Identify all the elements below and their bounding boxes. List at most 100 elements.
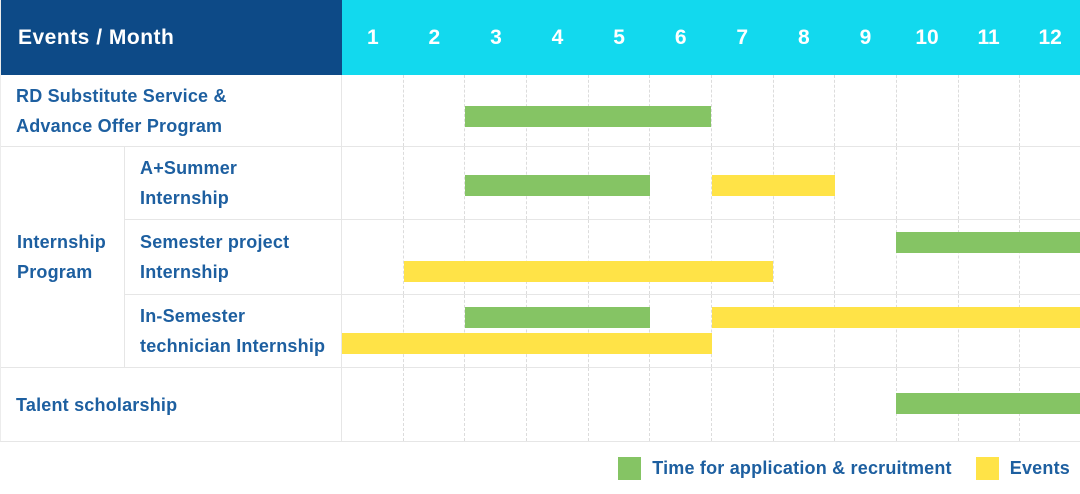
month-header-6: 6 xyxy=(674,25,687,49)
month-grid-cell xyxy=(1020,220,1080,294)
month-grid-cell xyxy=(835,295,898,367)
month-grid-cell xyxy=(589,220,651,294)
month-grid-cell xyxy=(342,220,404,294)
month-header-4: 4 xyxy=(551,25,564,49)
month-grid-cell xyxy=(712,220,774,294)
row-label-text: Semester project Internship xyxy=(140,232,290,282)
legend-swatch-yellow xyxy=(975,456,999,480)
month-grid-cell xyxy=(342,368,404,441)
month-grid-cell xyxy=(897,295,959,367)
month-grid-cell xyxy=(1020,295,1080,367)
group-label-text: Internship Program xyxy=(17,232,107,282)
month-grid-cell xyxy=(527,220,589,294)
month-header-12: 12 xyxy=(1038,25,1062,49)
month-grid-cell xyxy=(774,75,836,146)
month-grid-cell xyxy=(897,75,959,146)
month-grid-cell xyxy=(1020,75,1080,146)
gantt-bar-application xyxy=(896,232,1080,254)
month-header-11: 11 xyxy=(977,25,1000,49)
month-grid-cell xyxy=(774,147,836,219)
month-header-1: 1 xyxy=(366,25,379,49)
legend: Time for application & recruitment Event… xyxy=(0,442,1080,494)
row-label-text: A+Summer Internship xyxy=(140,158,238,208)
month-grid-cell xyxy=(774,220,836,294)
month-grid-cell xyxy=(835,220,898,294)
month-grid-cell xyxy=(465,368,528,441)
month-grid-cell xyxy=(404,147,466,219)
month-header-8: 8 xyxy=(797,25,810,49)
month-grid-cell xyxy=(959,220,1021,294)
gantt-bar-event xyxy=(403,260,774,282)
row-track-semester-project-internship xyxy=(342,220,1080,295)
month-grid-cell xyxy=(835,75,898,146)
month-header-row: 1 2 3 4 5 6 7 8 9 10 11 12 xyxy=(342,0,1080,75)
month-grid-cell xyxy=(712,295,774,367)
month-grid-cell xyxy=(465,295,528,367)
month-grid-cell xyxy=(897,220,959,294)
row-label-text: Talent scholarship xyxy=(16,394,178,415)
month-grid-cell xyxy=(835,368,898,441)
row-track-talent-scholarship xyxy=(342,368,1080,442)
gantt-bar-event xyxy=(342,332,712,354)
month-header-7: 7 xyxy=(736,25,749,49)
gantt-bar-application xyxy=(465,106,712,128)
month-header-10: 10 xyxy=(915,25,939,49)
month-grid-cell xyxy=(650,368,713,441)
month-grid-cell xyxy=(959,75,1021,146)
month-grid-cell xyxy=(342,75,404,146)
month-grid-cell xyxy=(1020,147,1080,219)
month-grid-cell xyxy=(589,368,651,441)
legend-label-application: Time for application & recruitment xyxy=(652,457,952,478)
month-grid-cell xyxy=(712,368,774,441)
month-grid-cell xyxy=(712,75,774,146)
month-grid-cell xyxy=(342,295,404,367)
legend-label-events: Events xyxy=(1009,457,1070,478)
row-label-text: RD Substitute Service & Advance Offer Pr… xyxy=(16,85,227,136)
month-grid-cell xyxy=(589,295,651,367)
month-grid-cell xyxy=(897,147,959,219)
row-track-a-summer-internship xyxy=(342,147,1080,220)
legend-swatch-green xyxy=(618,456,642,480)
month-header-3: 3 xyxy=(490,25,502,49)
row-track-rd-substitute-service xyxy=(342,75,1080,147)
month-grid-cell xyxy=(835,147,898,219)
month-grid-cell xyxy=(342,147,404,219)
corner-header-cell: Events / Month xyxy=(1,0,342,75)
legend-item-events: Events xyxy=(975,456,1070,480)
group-label-internship-program: Internship Program xyxy=(1,147,125,368)
legend-item-application: Time for application & recruitment xyxy=(618,456,952,480)
month-grid-cell xyxy=(404,368,466,441)
row-label-semester-project-internship: Semester project Internship xyxy=(125,220,342,295)
month-grid-cell xyxy=(650,295,713,367)
month-grid-cell xyxy=(527,295,589,367)
month-grid-cell xyxy=(959,295,1021,367)
month-grid-cell xyxy=(959,147,1021,219)
month-grid-cell xyxy=(650,75,713,146)
month-grid-cell xyxy=(650,220,713,294)
month-grid-cell xyxy=(404,75,466,146)
month-grid-cell xyxy=(650,147,713,219)
gantt-bar-application xyxy=(465,174,650,196)
corner-header-label: Events / Month xyxy=(18,25,175,49)
month-header-9: 9 xyxy=(859,25,872,49)
month-grid-cell xyxy=(527,368,589,441)
month-grid-cell xyxy=(774,368,836,441)
row-track-in-semester-technician-internship xyxy=(342,295,1080,368)
month-grid-cell xyxy=(465,220,528,294)
row-label-rd-substitute-service: RD Substitute Service & Advance Offer Pr… xyxy=(1,75,342,147)
schedule-table: Events / Month 1 2 3 4 5 6 7 8 9 10 11 12 RD Substi… xyxy=(0,0,1080,442)
gantt-bar-application xyxy=(465,306,650,328)
month-header-2: 2 xyxy=(428,25,441,49)
row-label-text: In-Semester technician Internship xyxy=(140,306,326,356)
row-label-a-summer-internship: A+Summer Internship xyxy=(125,147,342,220)
month-header-5: 5 xyxy=(613,25,625,49)
gantt-bar-application xyxy=(896,393,1080,415)
row-label-talent-scholarship: Talent scholarship xyxy=(1,368,342,442)
gantt-bar-event xyxy=(711,174,835,196)
month-grid-cell xyxy=(404,220,466,294)
month-grid-cell xyxy=(774,295,836,367)
gantt-bar-event xyxy=(711,306,1080,328)
month-grid-cell xyxy=(404,295,466,367)
row-label-in-semester-technician-internship: In-Semester technician Internship xyxy=(125,295,342,368)
